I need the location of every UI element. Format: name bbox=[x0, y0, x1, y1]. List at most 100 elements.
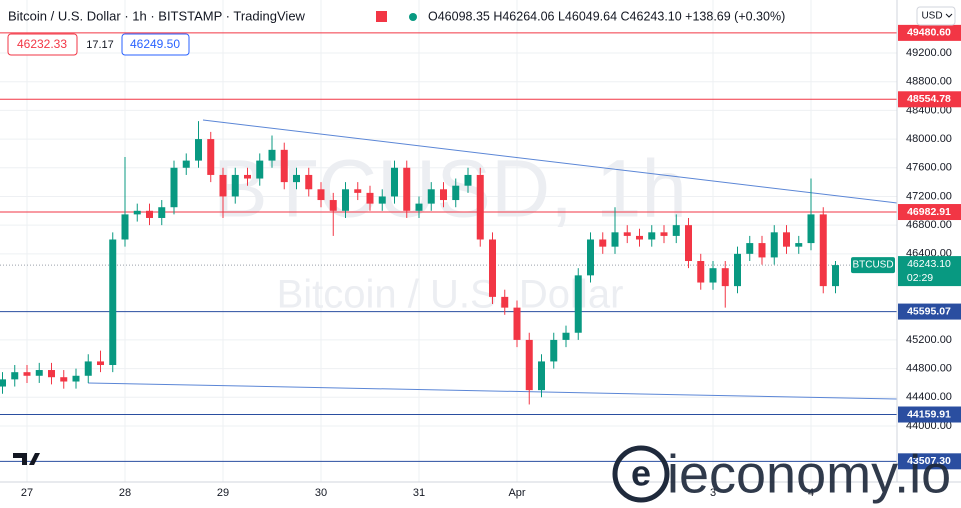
grid bbox=[0, 0, 897, 482]
candle-body bbox=[207, 139, 215, 175]
candle-body bbox=[783, 232, 790, 247]
x-tick-label: 31 bbox=[413, 487, 425, 499]
ask: 46249.50 bbox=[130, 37, 180, 51]
levels bbox=[0, 32, 897, 462]
level-label: 44159.91 bbox=[907, 408, 951, 420]
candle-body bbox=[256, 160, 264, 179]
watermark-sub: Bitcoin / U.S. Dollar bbox=[277, 273, 624, 317]
candle-body bbox=[489, 239, 496, 297]
y-tick-label: 44400.00 bbox=[906, 391, 952, 403]
countdown: 02:29 bbox=[907, 272, 933, 284]
buy-box[interactable] bbox=[121, 33, 190, 56]
candle-body bbox=[354, 189, 362, 193]
level-label: 49480.60 bbox=[907, 27, 951, 39]
candle-body bbox=[305, 174, 313, 190]
candle-body bbox=[146, 210, 153, 218]
candle-body bbox=[501, 296, 509, 308]
candle-body bbox=[23, 372, 31, 376]
candle-body bbox=[268, 149, 276, 161]
candles bbox=[0, 121, 839, 405]
last-price-tag-bg bbox=[851, 257, 895, 274]
time-axis bbox=[0, 482, 897, 508]
candle-body bbox=[464, 174, 472, 186]
y-tick-label: 45200.00 bbox=[906, 334, 952, 346]
candle-body bbox=[832, 265, 839, 287]
level-label: 45595.07 bbox=[907, 305, 951, 317]
spread: 17.17 bbox=[86, 39, 114, 51]
level-label-bg bbox=[898, 406, 961, 423]
level-label: 43507.30 bbox=[907, 455, 951, 467]
ohlc-line: O46098.35 H46264.06 L46049.64 C46243.10 … bbox=[428, 9, 785, 23]
candle-body bbox=[611, 232, 619, 247]
trend-line bbox=[202, 119, 898, 204]
candle-body bbox=[11, 372, 19, 380]
level-label-bg bbox=[898, 204, 961, 221]
candle-body bbox=[244, 174, 251, 179]
candle-body bbox=[219, 174, 227, 197]
candle-body bbox=[35, 370, 43, 376]
candle-body bbox=[623, 232, 631, 236]
candle-body bbox=[329, 200, 337, 211]
currency-caret bbox=[945, 13, 953, 18]
candle-body bbox=[0, 379, 6, 387]
candle-body bbox=[415, 203, 423, 211]
y-tick-label: 47200.00 bbox=[906, 190, 952, 202]
candle-body bbox=[195, 139, 202, 161]
x-tick-label: Apr bbox=[508, 487, 525, 499]
candle-body bbox=[342, 189, 349, 211]
x-tick-label: 3 bbox=[710, 487, 716, 499]
x-tick-label: 28 bbox=[119, 487, 131, 499]
candle-body bbox=[672, 225, 680, 236]
currency-button[interactable] bbox=[916, 6, 956, 26]
candle-body bbox=[770, 232, 778, 258]
level-label-bg bbox=[898, 303, 961, 320]
candle-body bbox=[48, 370, 55, 378]
candle-body bbox=[513, 307, 521, 340]
candle-body bbox=[317, 189, 325, 201]
candle-body bbox=[403, 167, 411, 211]
y-tick-label: 48800.00 bbox=[906, 76, 952, 88]
candle-body bbox=[84, 361, 92, 376]
level-label-bg bbox=[898, 24, 961, 41]
candle-body bbox=[427, 189, 435, 204]
brand-logo-letter: e bbox=[631, 453, 651, 494]
y-tick-label: 46800.00 bbox=[906, 219, 952, 231]
candle-body bbox=[133, 210, 141, 215]
candle-body bbox=[734, 253, 741, 287]
candle-body bbox=[599, 239, 607, 247]
candle-body bbox=[109, 239, 117, 366]
sell-box[interactable] bbox=[7, 33, 78, 56]
candle-body bbox=[391, 167, 398, 197]
candle-body bbox=[562, 332, 570, 340]
brand-watermark: ieconomy.io bbox=[667, 444, 951, 504]
x-tick-label: 4 bbox=[808, 487, 814, 499]
candle-body bbox=[476, 174, 484, 240]
candle-body bbox=[440, 189, 447, 201]
candle-body bbox=[121, 214, 129, 240]
candle-body bbox=[807, 214, 815, 244]
brand-logo bbox=[612, 445, 670, 503]
x-tick-label: 29 bbox=[217, 487, 229, 499]
candle-body bbox=[721, 268, 729, 287]
candle-body bbox=[280, 149, 288, 183]
candle-body bbox=[60, 377, 68, 382]
level-label: 48554.78 bbox=[907, 93, 951, 105]
watermark-main: BTCUSD, 1h bbox=[213, 144, 687, 235]
candle-body bbox=[758, 243, 766, 258]
level-label: 46982.91 bbox=[907, 206, 951, 218]
price-axis bbox=[897, 0, 961, 508]
y-tick-label: 48400.00 bbox=[906, 104, 952, 116]
x-tick-label: 27 bbox=[21, 487, 33, 499]
candle-body bbox=[685, 225, 692, 262]
candle-body bbox=[525, 339, 533, 391]
candle-body bbox=[819, 214, 827, 287]
flag-icon[interactable] bbox=[376, 11, 387, 22]
tv-logo bbox=[13, 453, 40, 465]
candle-body bbox=[538, 361, 545, 391]
candle-body bbox=[636, 235, 643, 240]
candle-body bbox=[587, 239, 594, 276]
candle-body bbox=[660, 232, 668, 236]
candle-body bbox=[746, 243, 754, 254]
